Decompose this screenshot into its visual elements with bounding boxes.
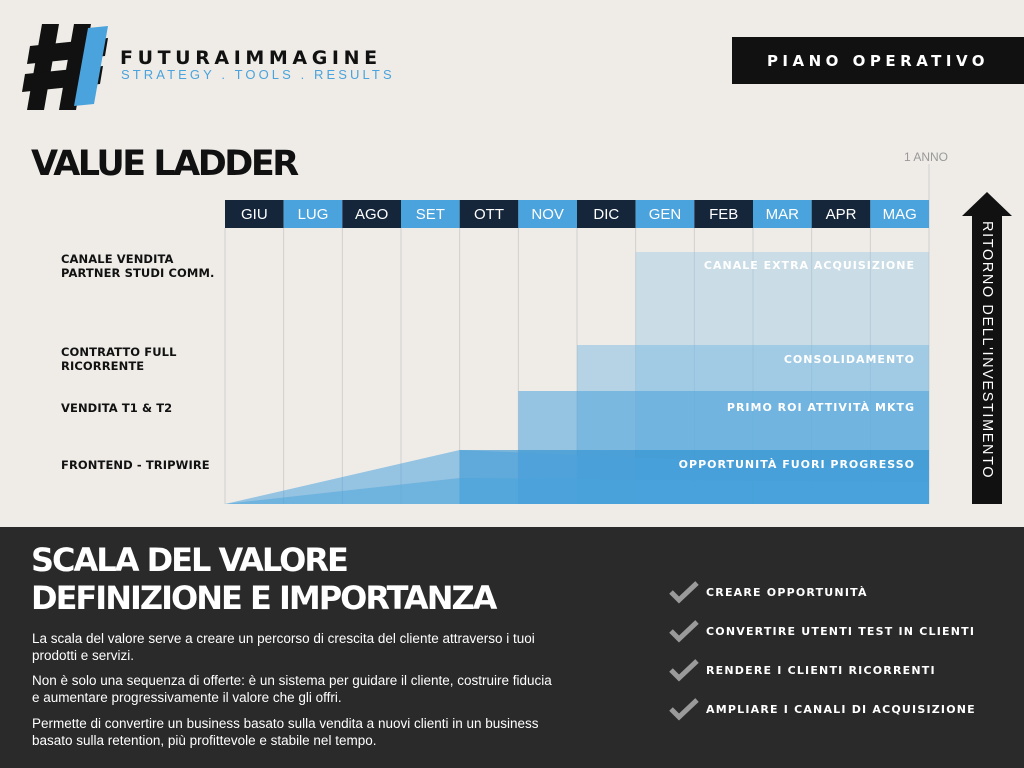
section-title: SCALA DEL VALORE DEFINIZIONE E IMPORTANZ… <box>31 541 497 617</box>
month-label: GIU <box>241 206 268 223</box>
month-cell <box>577 200 636 228</box>
month-cell <box>870 200 929 228</box>
month-cell <box>401 200 460 228</box>
month-label: SET <box>416 206 445 223</box>
paragraph-3: Permette di convertire un business basat… <box>32 716 539 748</box>
tier-label: PRIMO ROI ATTIVITÀ MKTG <box>727 401 915 414</box>
month-cell <box>811 200 871 228</box>
check-icon <box>669 698 699 721</box>
checklist-item: RENDERE I CLIENTI RICORRENTI <box>668 658 936 682</box>
row-label-frontend: FRONTEND - TRIPWIRE <box>61 458 210 472</box>
month-cell <box>225 200 284 228</box>
month-cell <box>283 200 343 228</box>
checklist-item: CONVERTIRE UTENTI TEST IN CLIENTI <box>668 619 975 643</box>
brand-tagline: STRATEGY . TOOLS . RESULTS <box>121 67 395 82</box>
month-cell <box>459 200 519 228</box>
chart-tiers <box>225 252 929 504</box>
tier-label: CONSOLIDAMENTO <box>784 353 915 366</box>
bottom-section <box>0 527 1024 768</box>
month-label: DIC <box>593 206 619 223</box>
month-cell <box>753 200 812 228</box>
paragraph-1: La scala del valore serve a creare un pe… <box>32 631 535 663</box>
roi-label: RITORNO DELL'INVESTIMENTO <box>979 220 995 480</box>
month-label: MAG <box>883 206 917 223</box>
check-icon <box>669 620 699 643</box>
tier-labels: CANALE EXTRA ACQUISIZIONE CONSOLIDAMENTO P… <box>679 259 915 471</box>
month-label: MAR <box>766 206 800 223</box>
month-label: NOV <box>531 206 564 223</box>
value-ladder-chart: GIU LUG AGO SET OTT NOV DIC GEN FEB MAR APR MAG CAN… <box>224 150 948 504</box>
up-arrow-icon <box>962 192 1012 504</box>
brand-name: FUTURAIMMAGINE <box>120 47 382 69</box>
checklist-item: CREARE OPPORTUNITÀ <box>668 580 868 604</box>
row-label-contract: CONTRATTO FULL RICORRENTE <box>61 345 177 373</box>
check-icon <box>669 659 699 682</box>
checklist-item: AMPLIARE I CANALI DI ACQUISIZIONE <box>668 697 976 721</box>
row-label-partner: CANALE VENDITA PARTNER STUDI COMM. <box>61 252 215 280</box>
month-label: APR <box>826 206 857 223</box>
month-header-row: GIU LUG AGO SET OTT NOV DIC GEN FEB MAR APR MAG <box>225 200 929 228</box>
paragraph-2: Non è solo una sequenza di offerte: è un… <box>32 673 552 705</box>
month-label: GEN <box>649 206 682 223</box>
plan-badge: PIANO OPERATIVO <box>732 37 1024 84</box>
chart-title: VALUE LADDER <box>31 144 299 184</box>
growth-ramp <box>225 478 929 504</box>
month-cell <box>518 200 577 228</box>
check-icon <box>669 581 699 604</box>
month-cell <box>635 200 695 228</box>
tier-label: OPPORTUNITÀ FUORI PROGRESSO <box>679 458 915 471</box>
month-label: OTT <box>474 206 504 223</box>
month-label: AGO <box>355 206 388 223</box>
month-cell <box>694 200 753 228</box>
month-label: LUG <box>298 206 329 223</box>
tier-label: CANALE EXTRA ACQUISIZIONE <box>704 259 915 272</box>
month-cell <box>342 200 401 228</box>
month-label: FEB <box>709 206 738 223</box>
hashtag-logo-icon <box>22 24 108 110</box>
horizon-label: 1 ANNO <box>904 150 948 164</box>
row-label-sales: VENDITA T1 & T2 <box>61 401 173 415</box>
